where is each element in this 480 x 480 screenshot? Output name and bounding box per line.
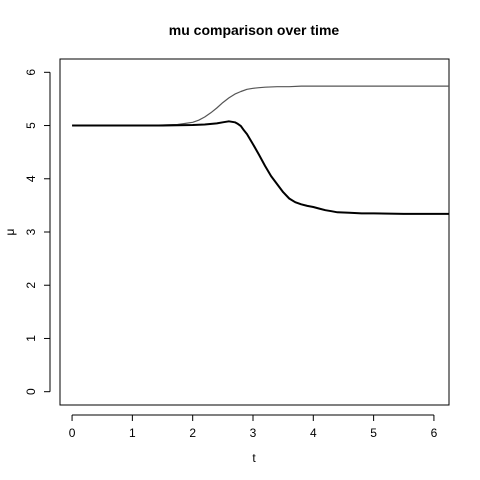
y-axis: 0 1 2 3 4 5 6	[24, 69, 51, 395]
x-tick-label: 2	[189, 426, 196, 440]
x-tick-label: 6	[431, 426, 438, 440]
y-tick-label: 6	[24, 69, 38, 76]
y-axis-label: μ	[3, 228, 17, 235]
y-tick-label: 1	[24, 335, 38, 342]
x-tick-label: 0	[69, 426, 76, 440]
x-axis: 0 1 2 3 4 5 6	[69, 414, 438, 440]
x-tick-label: 4	[310, 426, 317, 440]
y-tick-label: 2	[24, 282, 38, 289]
y-tick-label: 4	[24, 175, 38, 182]
x-tick-label: 5	[370, 426, 377, 440]
plot-area	[59, 58, 450, 406]
chart-title: mu comparison over time	[169, 22, 340, 38]
y-tick-label: 5	[24, 122, 38, 129]
x-axis-label: t	[252, 451, 256, 465]
series-line-2	[72, 120, 449, 215]
x-tick-label: 1	[129, 426, 136, 440]
series-layer	[72, 85, 449, 215]
x-tick-label: 3	[250, 426, 257, 440]
series-line-1	[72, 85, 449, 127]
y-tick-label: 3	[24, 228, 38, 235]
y-tick-label: 0	[24, 388, 38, 395]
